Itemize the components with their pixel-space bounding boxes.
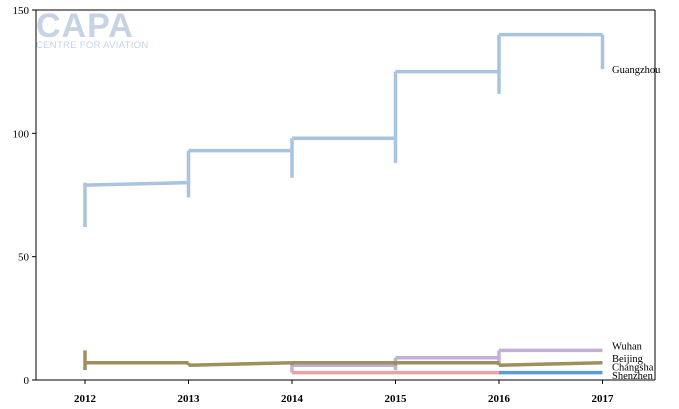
x-tick-label: 2013 [178, 393, 201, 405]
y-tick-label: 150 [13, 5, 30, 17]
series-label-changsha: Changsha [612, 362, 654, 373]
series-label-shenzhen: Shenzhen [612, 371, 654, 382]
capa-logo: CAPA CENTRE FOR AVIATION [36, 7, 149, 51]
step-segment [498, 360, 603, 367]
x-tick-label: 2016 [488, 393, 511, 405]
y-tick-label: 100 [13, 128, 30, 140]
step-segment [188, 360, 293, 367]
x-tick-label: 2017 [592, 393, 615, 405]
series-changsha [83, 350, 603, 371]
logo-main-text: CAPA [36, 7, 134, 45]
x-tick-label: 2012 [74, 393, 97, 405]
logo-sub-text: CENTRE FOR AVIATION [36, 40, 149, 51]
x-tick-label: 2014 [281, 393, 304, 405]
series-guangzhou [83, 32, 605, 228]
y-tick-label: 0 [24, 375, 30, 387]
series-wuhan [290, 348, 603, 373]
y-tick-label: 50 [18, 252, 30, 264]
series-label-beijing: Beijing [612, 354, 644, 365]
x-tick-label: 2015 [385, 393, 408, 405]
series-label-wuhan: Wuhan [612, 341, 643, 352]
series-layer [83, 32, 605, 375]
step-segment [84, 180, 189, 187]
series-label-guangzhou: Guangzhou [612, 65, 661, 76]
axes: 0 50 100 150 2012 2013 2014 2015 2016 2017 [13, 5, 656, 405]
